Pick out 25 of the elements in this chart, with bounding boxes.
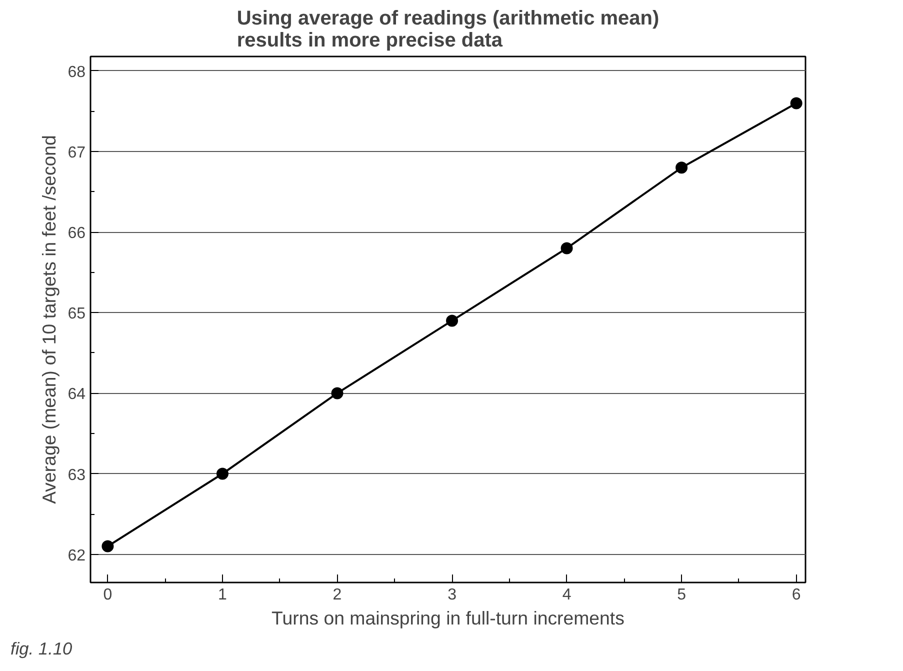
x-tick-label: 0 xyxy=(103,586,112,604)
y-tick-label: 62 xyxy=(68,547,86,564)
y-axis-title: Average (mean) of 10 targets in feet /second xyxy=(38,135,60,504)
x-tick-label: 6 xyxy=(792,586,801,604)
point xyxy=(790,97,802,110)
y-tick-label: 65 xyxy=(68,306,86,323)
caption: fig. 1.10 xyxy=(10,638,73,658)
y-tick-label: 66 xyxy=(68,225,86,242)
point xyxy=(676,162,688,174)
y-tick-label: 67 xyxy=(68,144,86,162)
point xyxy=(216,468,228,480)
x-axis-title: Turns on mainspring in full-turn increments xyxy=(272,608,624,628)
x-tick-label: 4 xyxy=(562,586,572,604)
x-tick-label: 5 xyxy=(677,586,686,604)
x-tick-label: 1 xyxy=(218,586,228,604)
chart-title: Using average of readings (arithmetic mean) results in more precise data xyxy=(236,8,660,52)
y-tick-label: 64 xyxy=(68,386,86,404)
point xyxy=(102,540,114,552)
point xyxy=(560,242,573,254)
point xyxy=(331,387,344,400)
point xyxy=(446,314,458,327)
x-tick-label: 2 xyxy=(332,586,342,604)
y-tick-label: 63 xyxy=(68,466,86,484)
y-tick-label: 68 xyxy=(68,64,86,81)
x-tick-label: 3 xyxy=(448,586,457,604)
